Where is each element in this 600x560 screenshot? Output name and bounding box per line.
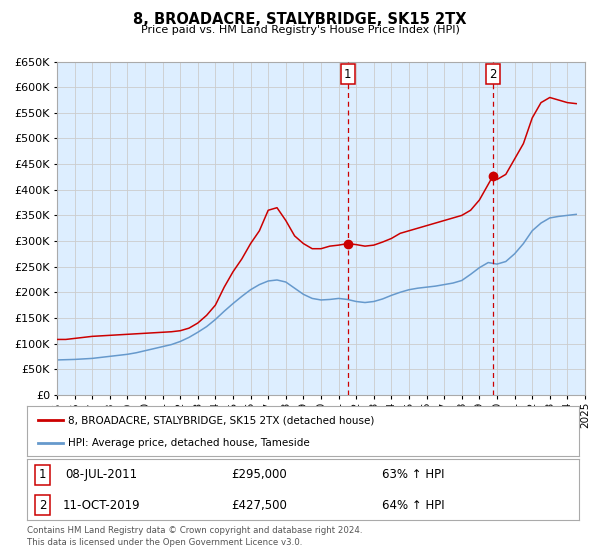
Text: HPI: Average price, detached house, Tameside: HPI: Average price, detached house, Tame… (68, 438, 310, 449)
Text: £427,500: £427,500 (231, 498, 287, 512)
Text: 63% ↑ HPI: 63% ↑ HPI (382, 468, 445, 482)
Text: 11-OCT-2019: 11-OCT-2019 (63, 498, 140, 512)
Text: 8, BROADACRE, STALYBRIDGE, SK15 2TX (detached house): 8, BROADACRE, STALYBRIDGE, SK15 2TX (det… (68, 415, 375, 425)
Text: This data is licensed under the Open Government Licence v3.0.: This data is licensed under the Open Gov… (27, 538, 302, 547)
Text: £295,000: £295,000 (231, 468, 287, 482)
Text: 08-JUL-2011: 08-JUL-2011 (65, 468, 137, 482)
Text: Contains HM Land Registry data © Crown copyright and database right 2024.: Contains HM Land Registry data © Crown c… (27, 526, 362, 535)
Text: 8, BROADACRE, STALYBRIDGE, SK15 2TX: 8, BROADACRE, STALYBRIDGE, SK15 2TX (133, 12, 467, 27)
Text: 2: 2 (39, 498, 46, 512)
Text: 1: 1 (39, 468, 46, 482)
Text: 64% ↑ HPI: 64% ↑ HPI (382, 498, 445, 512)
Text: 2: 2 (490, 68, 497, 81)
Text: Price paid vs. HM Land Registry's House Price Index (HPI): Price paid vs. HM Land Registry's House … (140, 25, 460, 35)
Text: 1: 1 (344, 68, 352, 81)
